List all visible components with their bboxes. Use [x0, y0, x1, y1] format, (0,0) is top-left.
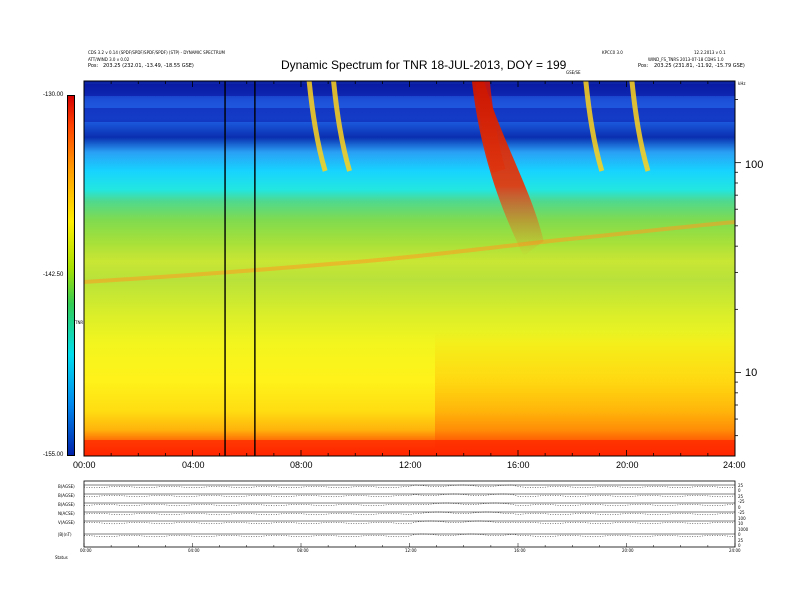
lower-x-tick-6: 24:00	[729, 548, 741, 553]
corner-label: kHz	[738, 81, 746, 86]
panel-right-0a: 25	[738, 483, 744, 488]
panel-right-5a: 25	[738, 538, 744, 543]
x-tick-4: 16:00	[507, 460, 530, 470]
lower-x-tick-4: 16:00	[514, 548, 526, 553]
panel-right-3a: 100	[738, 516, 746, 521]
type-iii-burst	[306, 81, 328, 172]
colorbar	[67, 95, 75, 456]
panel-right-5b: 0	[738, 543, 741, 548]
lower-panel-trace	[83, 511, 736, 516]
x-tick-3: 12:00	[399, 460, 422, 470]
lower-x-tick-1: 04:00	[188, 548, 200, 553]
panel-right-2b: -25	[738, 510, 745, 515]
colorbar-tick-top: -130.00	[43, 92, 64, 98]
header-right-pos-label: Pos:	[638, 63, 649, 69]
type-iii-burst	[583, 81, 605, 172]
panel-right-3b: 10	[738, 521, 744, 526]
x-tick-1: 04:00	[182, 460, 205, 470]
colorbar-tick-mid: -142.50	[43, 272, 64, 278]
strong-radio-burst	[471, 81, 544, 256]
header-left-pos-label: Pos:	[88, 63, 99, 69]
panel-right-2a: 0	[738, 505, 741, 510]
panel-label-5: |B|(nT)	[58, 532, 72, 537]
x-tick-2: 08:00	[290, 460, 313, 470]
y-tick-100: 100	[745, 159, 764, 171]
panel-label-1: B(AGSE)	[58, 493, 75, 498]
type-iii-burst	[629, 81, 651, 172]
afternoon-enhancement	[435, 330, 735, 450]
status-label: Status	[55, 555, 68, 560]
x-tick-0: 00:00	[73, 460, 96, 470]
panel-label-2: B(AGSE)	[58, 502, 75, 507]
panel-right-1b: -25	[738, 499, 745, 504]
x-tick-5: 20:00	[616, 460, 639, 470]
colorbar-tick-bottom: -155.00	[43, 452, 64, 458]
panel-label-0: B(AGSE)	[58, 484, 75, 489]
lower-x-tick-3: 12:00	[405, 548, 417, 553]
lower-panel-trace	[83, 520, 736, 525]
header-right-line1a: KPCC0 3.0	[602, 50, 623, 55]
chart-title: Dynamic Spectrum for TNR 18-JUL-2013, DO…	[281, 58, 567, 72]
header-right-line2: WIND_FS_TNRS 2013-07-18 CDHS 1.0	[648, 57, 724, 62]
lower-panel-trace	[83, 493, 736, 498]
header-right-pos-value: 203.25 (231.81, -11.92, -15.79 GSE)	[654, 63, 745, 69]
lower-x-tick-2: 08:00	[297, 548, 309, 553]
lower-x-tick-0: 00:00	[80, 548, 92, 553]
panel-right-4b: 0	[738, 532, 741, 537]
panel-right-1a: 25	[738, 494, 744, 499]
emission-line	[84, 220, 735, 284]
header-right-line1b: 12.2.2013 v 0.1	[694, 50, 726, 55]
lower-panel-trace	[83, 533, 736, 538]
spectrogram-axes	[83, 81, 741, 456]
header-left-line1: CDS 3.2 v 0.14 (SPDF/SPDF/SPDF/SPDF) (ST…	[88, 50, 225, 55]
lower-panel-trace	[83, 502, 736, 507]
panel-right-0b: 0	[738, 488, 741, 493]
colorbar-label: TNR	[75, 320, 84, 325]
bottom-red-band	[84, 440, 735, 456]
x-tick-6: 24:00	[723, 460, 746, 470]
marker-label: GSE/SE	[566, 70, 581, 75]
burst-group	[224, 81, 651, 456]
lower-panel-trace	[83, 484, 736, 489]
lower-panels-group	[83, 484, 736, 547]
upper-dark-band	[84, 108, 735, 122]
header-left-pos-value: 203.25 (232.01, -13.49, -18.55 GSE)	[103, 63, 194, 69]
lower-x-tick-5: 20:00	[622, 548, 634, 553]
y-tick-10: 10	[745, 367, 758, 379]
type-iii-burst	[331, 81, 352, 172]
panel-label-4: V(AGSE)	[58, 520, 75, 525]
panel-label-3: N(ACSE)	[58, 511, 75, 516]
panel-right-4a: 1000	[738, 527, 749, 532]
top-dark-band	[84, 84, 735, 96]
header-left-line2: ATT/WIND 3.0 v 0.02	[88, 57, 130, 62]
